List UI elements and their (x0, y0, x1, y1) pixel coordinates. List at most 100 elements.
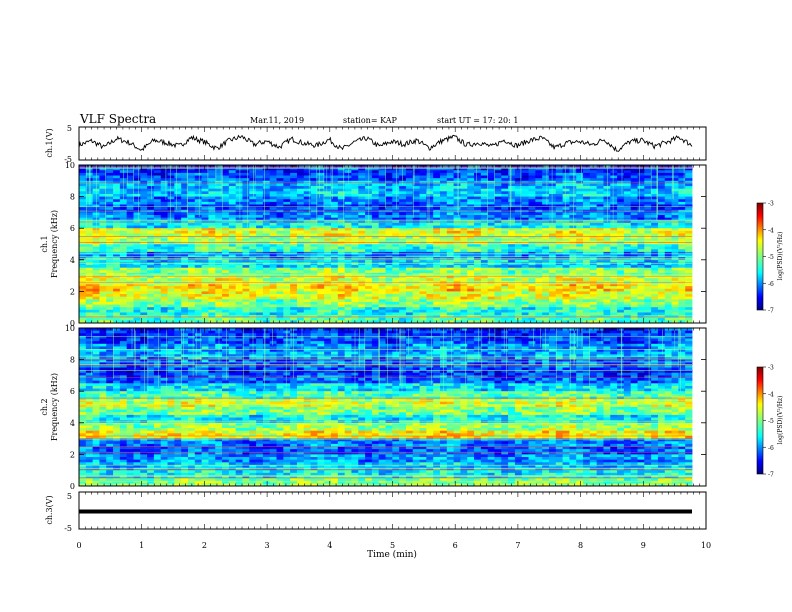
spectrogram-cell (528, 307, 536, 311)
spectrogram-cell (657, 172, 666, 176)
spectrogram-cell (276, 170, 284, 174)
spectrogram-cell (419, 296, 427, 300)
spectrogram-cell (235, 225, 243, 229)
spectrogram-cell (331, 244, 339, 248)
spectrogram-cell (399, 199, 407, 203)
spectrogram-cell (133, 230, 141, 234)
spectrogram-cell (181, 178, 189, 182)
spectrogram-cell (630, 254, 638, 258)
spectrogram-cell (371, 244, 380, 248)
spectrogram-cell (630, 294, 638, 298)
spectrogram-cell (133, 249, 141, 253)
spectrogram-cell (167, 217, 175, 221)
spectrogram-cell (358, 188, 366, 192)
spectrogram-cell (290, 196, 298, 200)
spectrogram-cell (446, 217, 455, 221)
spectrogram-cell (235, 283, 243, 287)
spectrogram-cell (439, 291, 448, 295)
spectrogram-cell (79, 172, 87, 176)
spectrogram-cell (187, 251, 196, 255)
spectrogram-cell (528, 301, 536, 305)
spectrogram-cell (337, 257, 346, 261)
spectrogram-cell (126, 193, 134, 197)
spectrogram-cell (147, 283, 155, 287)
spectrogram-cell (106, 188, 114, 192)
spectrogram-cell (542, 228, 550, 232)
spectrogram-cell (630, 215, 638, 219)
spectrogram-cell (269, 249, 277, 253)
spectrogram-cell (583, 228, 591, 232)
spectrogram-cell (644, 278, 652, 282)
spectrogram-cell (99, 301, 107, 305)
spectrogram-cell (487, 217, 495, 221)
spectrogram-cell (589, 294, 598, 298)
spectrogram-cell (296, 165, 305, 169)
spectrogram-cell (147, 301, 155, 305)
spectrogram-cell (365, 283, 373, 287)
spectrogram-cell (208, 201, 216, 205)
spectrogram-cell (671, 233, 679, 237)
spectrogram-cell (439, 204, 448, 208)
spectrogram-cell (460, 259, 468, 263)
spectrogram-cell (685, 244, 693, 248)
spectrogram-cell (589, 265, 598, 269)
spectrogram-cell (623, 230, 632, 234)
spectrogram-cell (583, 225, 591, 229)
spectrogram-cell (528, 228, 536, 232)
spectrogram-cell (637, 222, 645, 226)
spectrogram-cell (617, 178, 625, 182)
spectrogram-cell (487, 286, 495, 290)
spectrogram-cell (589, 230, 598, 234)
spectrogram-cell (215, 288, 223, 292)
spectrogram-cell (651, 307, 659, 311)
spectrogram-cell (671, 304, 679, 308)
spectrogram-cell (569, 291, 577, 295)
spectrogram-cell (215, 188, 223, 192)
spectrogram-cell (433, 296, 441, 300)
spectrogram-cell (542, 301, 550, 305)
ch1-spectrogram-image (79, 164, 706, 324)
spectrogram-cell (603, 246, 611, 250)
spectrogram-cell (222, 167, 230, 171)
spectrogram-cell (378, 201, 386, 205)
spectrogram-cell (467, 175, 475, 179)
ch1-ytick-bottom: -5 (64, 155, 72, 164)
spectrogram-cell (528, 286, 536, 290)
spectrogram-cell (228, 165, 237, 169)
spectrogram-cell (324, 170, 332, 174)
spectrogram-cell (296, 262, 305, 266)
spectrogram-cell (99, 291, 107, 295)
spectrogram-cell (126, 217, 134, 221)
spectrogram-cell (399, 201, 407, 205)
spectrogram-cell (439, 228, 448, 232)
spectrogram-cell (242, 259, 250, 263)
spectrogram-cell (630, 165, 638, 169)
spectrogram-cell (99, 309, 107, 313)
spectrogram-cell (562, 175, 570, 179)
spectrogram-cell (181, 170, 189, 174)
spectrogram-cell (596, 236, 604, 240)
spectrogram-cell (303, 246, 311, 250)
spectrogram-cell (412, 199, 420, 203)
spectrogram-cell (385, 259, 393, 263)
spectrogram-cell (249, 294, 257, 298)
spectrogram-cell (310, 175, 318, 179)
spectrogram-cell (617, 251, 625, 255)
spectrogram-cell (174, 236, 182, 240)
spectrogram-cell (215, 309, 223, 313)
spectrogram-cell (215, 304, 223, 308)
spectrogram-cell (256, 172, 264, 176)
spectrogram-cell (385, 212, 393, 216)
spectrogram-cell (589, 257, 598, 261)
spectrogram-cell (644, 257, 652, 261)
spectrogram-cell (242, 307, 250, 311)
spectrogram-cell (208, 259, 216, 263)
spectrogram-cell (167, 257, 175, 261)
spectrogram-cell (269, 254, 277, 258)
spectrogram-cell (147, 193, 155, 197)
spectrogram-cell (365, 265, 373, 269)
spectrogram-cell (242, 246, 250, 250)
spectrogram-cell (228, 294, 237, 298)
spectrogram-cell (262, 309, 271, 313)
spectrogram-cell (296, 178, 305, 182)
